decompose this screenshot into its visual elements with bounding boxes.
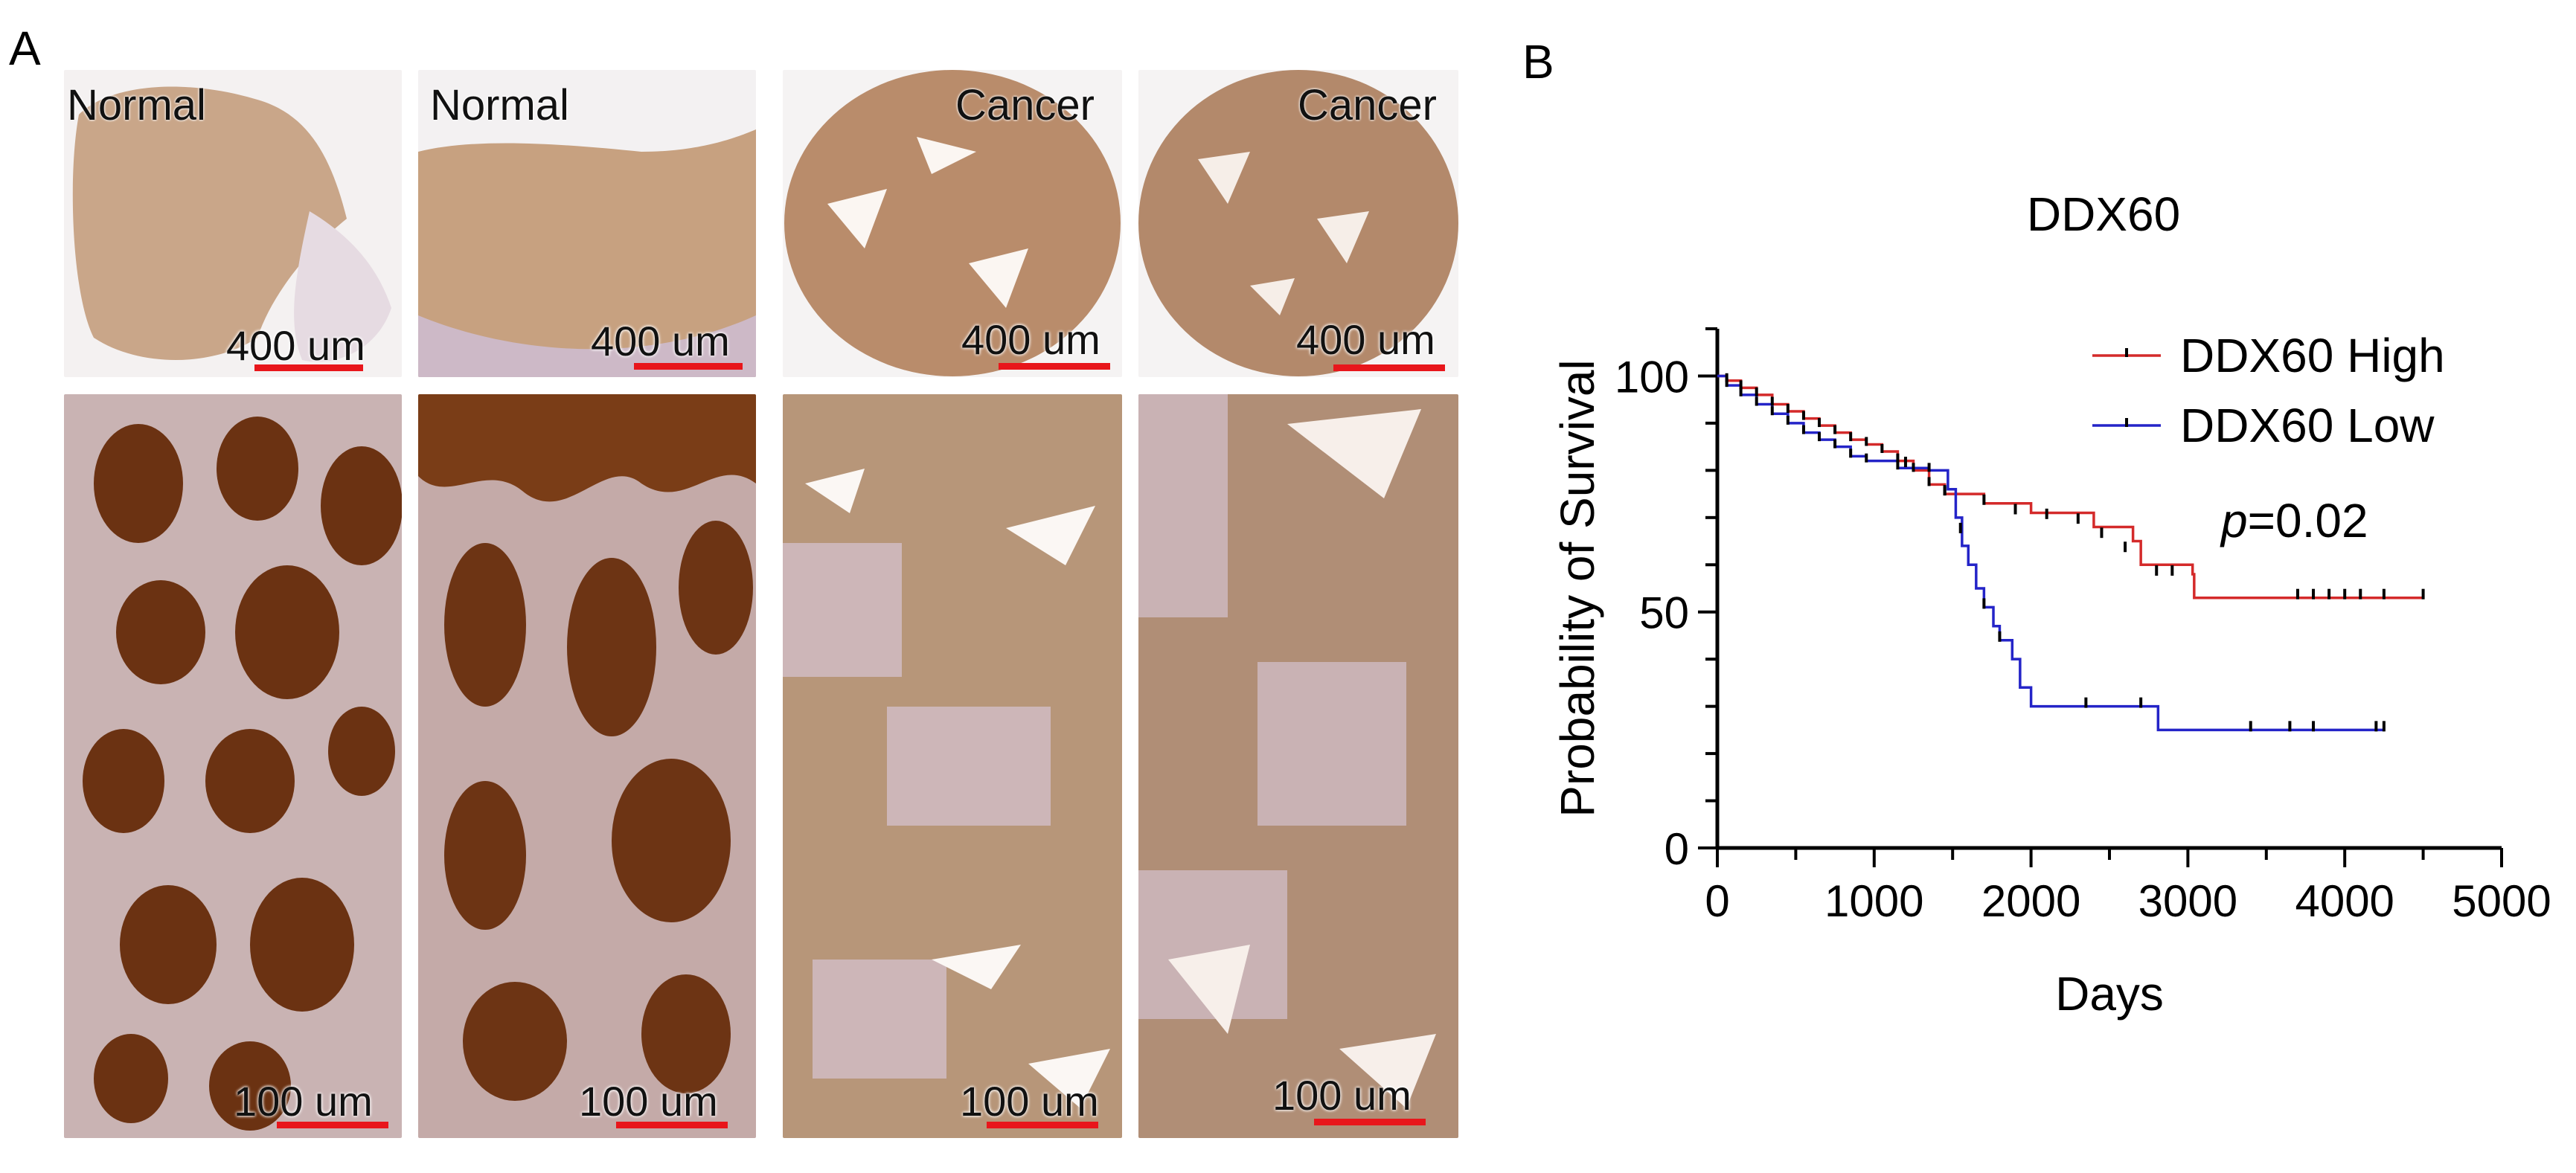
scale-bar bbox=[634, 363, 743, 370]
tile-normal-1-magnified: 100 um bbox=[64, 394, 402, 1138]
dense-censor-region bbox=[1725, 373, 1947, 496]
tile-cancer-2-overview: Cancer 400 um bbox=[1138, 70, 1458, 377]
scale-bar bbox=[616, 1122, 728, 1128]
scale-bar bbox=[277, 1122, 388, 1128]
cancer-tissue-magnified-image bbox=[1138, 394, 1458, 1138]
scale-bar bbox=[254, 364, 363, 371]
scale-label: 400 um bbox=[1296, 316, 1435, 363]
legend: DDX60 High DDX60 Low bbox=[2092, 329, 2445, 452]
cancer-tissue-core-image bbox=[1138, 70, 1458, 377]
tile-normal-2-magnified: 100 um bbox=[418, 394, 756, 1138]
normal-tissue-core-image bbox=[64, 70, 402, 377]
chart-title: DDX60 bbox=[2027, 187, 2180, 241]
tile-normal-2-overview: Normal 400 um bbox=[418, 70, 756, 377]
series-layer bbox=[1717, 373, 2425, 732]
x-axis-label: Days bbox=[2055, 967, 2164, 1021]
panel-b-survival-chart: B DDX60 Probability of Survival Days 0 50… bbox=[1488, 0, 2576, 1173]
normal-tissue-core-image bbox=[418, 70, 756, 377]
x-tick-label: 3000 bbox=[2138, 876, 2237, 926]
scale-label: 100 um bbox=[234, 1078, 373, 1125]
x-tick-label: 4000 bbox=[2295, 876, 2394, 926]
tile-cancer-2-magnified: 100 um bbox=[1138, 394, 1458, 1138]
cancer-tissue-magnified-image bbox=[783, 394, 1122, 1138]
y-axis-label: Probability of Survival bbox=[1551, 359, 1604, 817]
cancer-tissue-core-image bbox=[783, 70, 1122, 377]
scale-label: 100 um bbox=[579, 1078, 718, 1125]
y-tick-label: 100 bbox=[1615, 352, 1689, 402]
scale-label: 400 um bbox=[226, 322, 365, 369]
tile-label: Normal bbox=[430, 81, 569, 129]
tile-label: Cancer bbox=[1298, 81, 1437, 129]
legend-label: DDX60 High bbox=[2180, 329, 2445, 382]
scale-bar bbox=[999, 363, 1110, 370]
km-plot: DDX60 Probability of Survival Days 0 50 10… bbox=[1551, 187, 2551, 1021]
tile-label: Cancer bbox=[955, 81, 1095, 129]
panel-a-micrographs: A Normal 400 um Normal 400 um Cancer 400… bbox=[9, 22, 1458, 1138]
legend-label: DDX60 Low bbox=[2180, 399, 2435, 452]
p-value: =0.02 bbox=[2248, 494, 2368, 547]
scale-bar bbox=[1333, 364, 1445, 371]
scale-label: 100 um bbox=[1272, 1072, 1412, 1119]
x-tick-label: 1000 bbox=[1824, 876, 1923, 926]
tile-normal-1-overview: Normal 400 um bbox=[64, 70, 402, 377]
tile-cancer-1-overview: Cancer 400 um bbox=[783, 70, 1122, 377]
y-tick-label: 50 bbox=[1639, 588, 1689, 638]
tile-cancer-1-magnified: 100 um bbox=[783, 394, 1122, 1138]
x-tick-label: 2000 bbox=[1981, 876, 2080, 926]
scale-bar bbox=[987, 1122, 1098, 1128]
scale-label: 400 um bbox=[591, 318, 730, 364]
survival-curve bbox=[1717, 374, 2384, 732]
series-low bbox=[1717, 374, 2386, 732]
x-tick-label: 0 bbox=[1705, 876, 1729, 926]
p-symbol: p bbox=[2220, 494, 2248, 547]
panel-b-letter: B bbox=[1522, 35, 1554, 89]
normal-tissue-magnified-image bbox=[64, 394, 402, 1138]
p-value-annotation: p=0.02 bbox=[2220, 494, 2368, 547]
panel-a-letter: A bbox=[9, 22, 41, 75]
scale-label: 100 um bbox=[960, 1078, 1099, 1125]
normal-tissue-magnified-image bbox=[418, 394, 756, 1138]
x-tick-label: 5000 bbox=[2452, 876, 2551, 926]
tile-label: Normal bbox=[67, 81, 206, 129]
scale-bar bbox=[1314, 1119, 1426, 1125]
y-tick-label: 0 bbox=[1665, 824, 1689, 874]
scale-label: 400 um bbox=[961, 316, 1100, 363]
